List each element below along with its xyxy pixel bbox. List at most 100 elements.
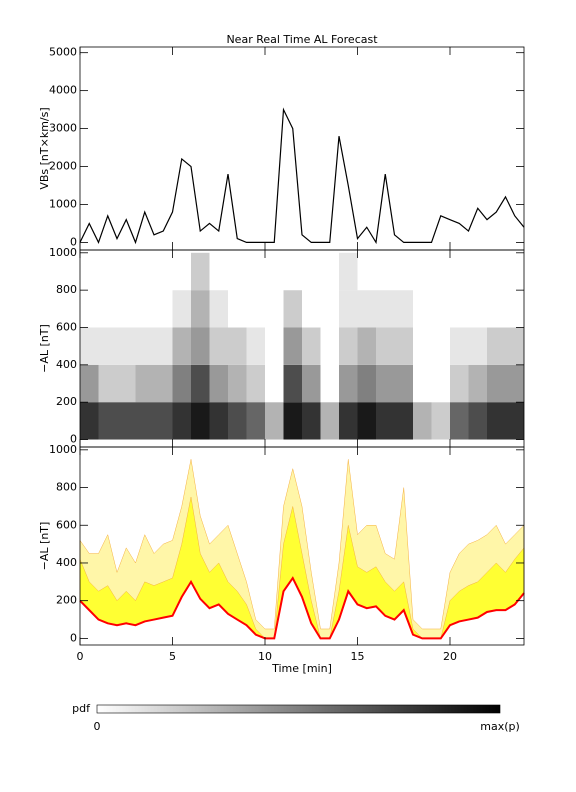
heat-cell	[265, 402, 284, 440]
heat-cell	[135, 252, 154, 291]
heat-cell	[172, 364, 191, 403]
heat-cell	[394, 327, 413, 365]
colorbar-label: pdf	[72, 702, 91, 715]
y-tick-label: 3000	[49, 122, 77, 135]
heat-cell	[357, 327, 376, 365]
heat-cell	[283, 364, 302, 403]
y-tick-label: 1000	[49, 246, 77, 259]
heat-cell	[302, 364, 321, 403]
heat-cell	[172, 327, 191, 365]
y-axis-label: −AL [nT]	[38, 522, 51, 571]
heat-cell	[450, 327, 469, 365]
heat-cell	[80, 290, 99, 328]
heat-cell	[246, 327, 265, 365]
heat-cell	[283, 252, 302, 291]
heat-cell	[487, 252, 506, 291]
y-tick-label: 2000	[49, 160, 77, 173]
heat-cell	[172, 252, 191, 291]
heat-cell	[505, 327, 524, 365]
heat-cell	[98, 290, 117, 328]
heat-cell	[283, 290, 302, 328]
heat-cell	[376, 327, 395, 365]
heat-cell	[209, 402, 228, 440]
heat-cell	[98, 327, 117, 365]
heat-cell	[357, 402, 376, 440]
heat-cell	[394, 402, 413, 440]
heat-cell	[339, 290, 358, 328]
heat-cell	[80, 327, 99, 365]
y-tick-label: 800	[56, 283, 77, 296]
heat-cell	[209, 290, 228, 328]
heat-cell	[376, 252, 395, 291]
heat-cell	[154, 290, 173, 328]
heat-cell	[320, 364, 339, 403]
heat-cell	[413, 290, 432, 328]
heat-cell	[394, 364, 413, 403]
heat-cell	[117, 290, 136, 328]
y-tick-label: 400	[56, 556, 77, 569]
heat-cell	[468, 327, 487, 365]
heat-cell	[487, 402, 506, 440]
heat-cell	[413, 402, 432, 440]
heat-cell	[505, 402, 524, 440]
colorbar	[96, 704, 501, 714]
heat-cell	[172, 402, 191, 440]
x-tick-label: 15	[351, 650, 365, 663]
x-tick-label: 0	[77, 650, 84, 663]
heat-cell	[228, 252, 247, 291]
heat-cell	[265, 327, 284, 365]
heat-cell	[117, 402, 136, 440]
heat-cell	[505, 252, 524, 291]
heat-cell	[505, 290, 524, 328]
heat-cell	[172, 290, 191, 328]
heat-cell	[135, 364, 154, 403]
heat-cell	[191, 252, 210, 291]
heat-cell	[357, 252, 376, 291]
x-tick-label: 5	[169, 650, 176, 663]
heat-cell	[191, 290, 210, 328]
heat-cell	[283, 327, 302, 365]
heat-cell	[228, 402, 247, 440]
heat-cell	[302, 252, 321, 291]
heat-cell	[450, 364, 469, 403]
heat-cell	[320, 290, 339, 328]
heat-cell	[209, 364, 228, 403]
heat-cell	[339, 364, 358, 403]
heat-cell	[117, 327, 136, 365]
colorbar-min: 0	[94, 720, 101, 733]
y-tick-label: 0	[70, 433, 77, 446]
heat-cell	[431, 290, 450, 328]
heat-cell	[431, 364, 450, 403]
heat-cell	[191, 364, 210, 403]
heat-cell	[302, 290, 321, 328]
heat-cell	[413, 252, 432, 291]
x-axis-label: Time [min]	[271, 662, 332, 675]
y-tick-label: 200	[56, 395, 77, 408]
heat-cell	[376, 364, 395, 403]
heat-cell	[468, 290, 487, 328]
heat-cell	[468, 402, 487, 440]
heat-cell	[117, 252, 136, 291]
heat-cell	[320, 327, 339, 365]
heat-cell	[468, 364, 487, 403]
y-axis-label: VBs [nT×km/s]	[38, 107, 51, 189]
heat-cell	[505, 364, 524, 403]
plot-frame	[79, 46, 525, 251]
heat-cell	[357, 290, 376, 328]
heat-cell	[80, 252, 99, 291]
y-tick-label: 600	[56, 518, 77, 531]
heat-cell	[450, 402, 469, 440]
heat-cell	[135, 402, 154, 440]
heat-cell	[357, 364, 376, 403]
heat-cell	[394, 252, 413, 291]
heat-cell	[376, 402, 395, 440]
heat-cell	[135, 327, 154, 365]
heat-cell	[98, 364, 117, 403]
heat-cell	[265, 252, 284, 291]
heat-cell	[394, 290, 413, 328]
heat-cell	[228, 290, 247, 328]
heat-cell	[98, 252, 117, 291]
heat-cell	[283, 402, 302, 440]
x-tick-label: 10	[258, 650, 272, 663]
y-tick-label: 1000	[49, 443, 77, 456]
